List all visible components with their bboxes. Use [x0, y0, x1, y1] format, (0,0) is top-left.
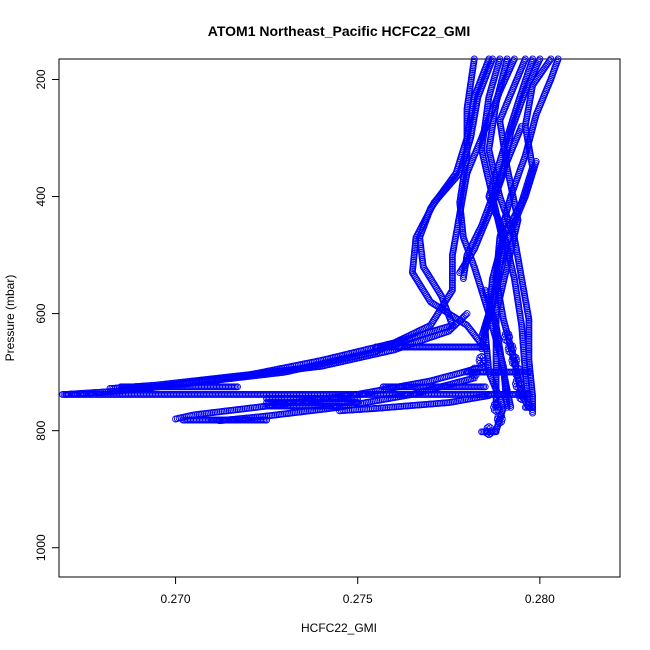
data-point	[463, 128, 471, 136]
data-point	[463, 150, 471, 158]
data-point	[448, 277, 456, 285]
data-point	[525, 328, 533, 336]
data-point	[448, 265, 456, 273]
data-point	[525, 321, 533, 329]
data-point	[463, 107, 471, 115]
data-point	[492, 380, 500, 388]
data-point	[463, 114, 471, 122]
y-axis: 200 400 600 800 1000	[34, 69, 60, 561]
data-point	[525, 332, 533, 339]
data-point	[448, 270, 456, 278]
x-tick-label: 0.270	[161, 592, 191, 606]
data-point	[463, 105, 471, 113]
y-tick-label: 400	[34, 186, 48, 206]
data-point	[463, 148, 471, 156]
data-point	[448, 253, 456, 261]
data-point	[525, 319, 533, 327]
data-point	[530, 80, 538, 88]
data-point	[463, 112, 471, 120]
data-points	[59, 55, 562, 439]
data-point	[463, 110, 471, 118]
data-point	[426, 296, 434, 304]
data-point	[456, 269, 464, 277]
plot-frame	[58, 58, 621, 578]
y-tick-label: 800	[34, 420, 48, 440]
x-axis: 0.270 0.275 0.280	[161, 576, 555, 606]
data-point	[463, 119, 471, 127]
data-point	[463, 130, 471, 138]
data-point	[448, 281, 456, 289]
data-point	[463, 141, 471, 149]
y-tick-label: 1000	[34, 534, 48, 561]
data-point	[448, 274, 456, 282]
data-point	[463, 146, 471, 154]
data-point	[463, 121, 471, 129]
data-point	[492, 355, 500, 363]
data-point	[463, 125, 471, 133]
data-point	[448, 256, 456, 264]
data-point	[463, 143, 471, 151]
data-point	[525, 330, 533, 338]
x-axis-label: HCFC22_GMI	[301, 621, 377, 635]
data-point	[463, 132, 471, 140]
data-point	[463, 116, 471, 124]
data-point	[463, 117, 471, 125]
y-tick-label: 200	[34, 69, 48, 89]
data-point	[463, 144, 471, 152]
data-point	[463, 137, 471, 145]
data-point	[448, 284, 456, 292]
data-point	[525, 323, 533, 331]
y-axis-label: Pressure (mbar)	[3, 275, 17, 362]
chart-title: ATOM1 Northeast_Pacific HCFC22_GMI	[208, 23, 470, 39]
data-point	[448, 269, 456, 277]
x-tick-label: 0.280	[525, 592, 555, 606]
data-point	[463, 139, 471, 147]
data-point	[507, 403, 515, 411]
y-tick-label: 600	[34, 303, 48, 323]
data-point	[525, 324, 533, 332]
data-point	[448, 262, 456, 270]
data-point	[463, 135, 471, 143]
data-point	[463, 126, 471, 134]
data-point	[448, 258, 456, 266]
data-point	[463, 108, 471, 116]
data-point	[492, 378, 500, 386]
data-point	[525, 317, 533, 325]
data-point	[492, 382, 500, 390]
data-point	[463, 123, 471, 131]
data-point	[463, 134, 471, 142]
data-point	[492, 377, 500, 384]
x-tick-label: 0.275	[343, 592, 373, 606]
